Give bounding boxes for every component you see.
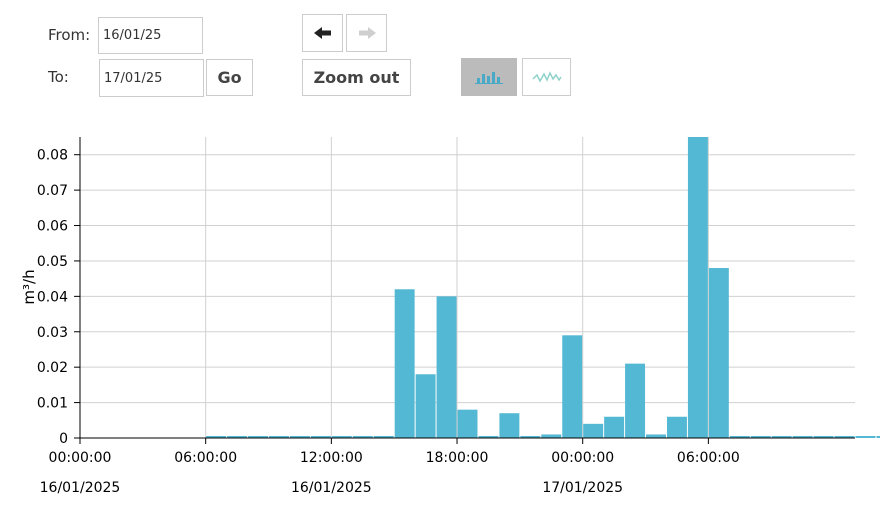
bar bbox=[876, 436, 880, 438]
bar bbox=[310, 436, 331, 438]
bar bbox=[666, 416, 687, 438]
bar bbox=[625, 363, 646, 438]
bar bbox=[394, 289, 415, 438]
arrow-left-icon bbox=[313, 27, 331, 39]
bar bbox=[373, 436, 394, 438]
bar bbox=[415, 374, 436, 438]
bar bbox=[289, 436, 310, 438]
bar bbox=[792, 436, 813, 438]
to-label: To: bbox=[48, 68, 69, 86]
bar bbox=[499, 413, 520, 438]
arrow-right-icon bbox=[358, 27, 376, 39]
bar bbox=[541, 434, 562, 438]
bar bbox=[604, 416, 625, 438]
bar bbox=[771, 436, 792, 438]
x-tick-label: 18:00:00 bbox=[426, 450, 489, 466]
bar bbox=[352, 436, 373, 438]
x-date-label: 16/01/2025 bbox=[40, 480, 121, 496]
x-date-label: 17/01/2025 bbox=[542, 480, 623, 496]
bar bbox=[436, 296, 457, 438]
bar bbox=[331, 436, 352, 438]
from-label: From: bbox=[48, 26, 91, 44]
x-date-label: 16/01/2025 bbox=[291, 480, 372, 496]
y-tick-label: 0.05 bbox=[37, 254, 68, 270]
y-tick-label: 0.06 bbox=[37, 219, 68, 235]
bar bbox=[708, 268, 729, 438]
y-tick-label: 0.04 bbox=[37, 289, 68, 305]
bar bbox=[269, 436, 289, 438]
y-axis-label: m³/h bbox=[20, 269, 38, 304]
bar bbox=[813, 436, 834, 438]
y-tick-label: 0.02 bbox=[37, 360, 68, 376]
y-tick-label: 0 bbox=[59, 431, 68, 447]
bar bbox=[227, 436, 248, 438]
bar bbox=[646, 434, 666, 438]
y-tick-label: 0.01 bbox=[37, 396, 68, 412]
bar bbox=[520, 436, 541, 438]
y-tick-label: 0.07 bbox=[37, 183, 68, 199]
next-button[interactable] bbox=[346, 14, 387, 52]
bar bbox=[687, 137, 708, 438]
bar bbox=[729, 436, 750, 438]
line-chart-icon bbox=[531, 71, 562, 83]
y-tick-label: 0.08 bbox=[37, 148, 68, 164]
x-tick-label: 12:00:00 bbox=[300, 450, 363, 466]
bar bbox=[750, 436, 771, 438]
bar-chart-view-button[interactable] bbox=[461, 58, 517, 96]
bar bbox=[248, 436, 269, 438]
x-tick-label: 00:00:00 bbox=[551, 450, 614, 466]
bar bbox=[834, 436, 855, 438]
bar bbox=[457, 409, 478, 438]
bar bbox=[478, 436, 499, 438]
go-button[interactable]: Go bbox=[206, 59, 253, 96]
bar bbox=[206, 436, 227, 438]
to-date-input[interactable] bbox=[99, 59, 204, 97]
bar bbox=[562, 335, 583, 438]
zoom-out-button[interactable]: Zoom out bbox=[302, 59, 411, 96]
from-date-input[interactable] bbox=[98, 17, 203, 54]
bar-chart-icon bbox=[475, 72, 503, 84]
y-tick-label: 0.03 bbox=[37, 325, 68, 341]
bar bbox=[583, 423, 604, 438]
x-tick-label: 06:00:00 bbox=[677, 450, 740, 466]
line-chart-view-button[interactable] bbox=[522, 58, 571, 96]
bar bbox=[855, 436, 876, 438]
previous-button[interactable] bbox=[302, 14, 343, 52]
x-tick-label: 06:00:00 bbox=[174, 450, 237, 466]
x-tick-label: 00:00:00 bbox=[49, 450, 112, 466]
